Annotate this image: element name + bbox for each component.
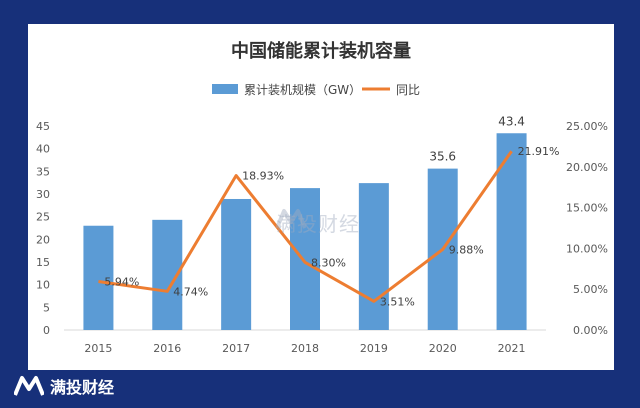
watermark-logo-icon xyxy=(276,209,306,229)
x-tick-label: 2020 xyxy=(429,342,457,355)
left-tick-label: 30 xyxy=(36,188,50,201)
legend-bar-label: 累计装机规模（GW） xyxy=(244,82,361,97)
x-axis-ticks: 2015 2016 2017 2018 2019 2020 2021 xyxy=(84,342,525,355)
left-tick-label: 40 xyxy=(36,143,50,156)
line-data-label: 21.91% xyxy=(518,145,560,158)
right-tick-label: 15.00% xyxy=(566,202,608,215)
x-tick-label: 2018 xyxy=(291,342,319,355)
bar-data-label: 43.4 xyxy=(498,114,525,128)
left-tick-label: 20 xyxy=(36,233,50,246)
bar xyxy=(290,188,320,330)
line-data-label: 4.74% xyxy=(173,285,208,298)
brand: 满投财经 xyxy=(14,374,114,398)
chart: 中国储能累计装机容量 累计装机规模（GW） 同比 0 5 10 15 20 25 30 35 4… xyxy=(36,40,608,355)
bar-data-label: 35.6 xyxy=(429,150,456,164)
bar xyxy=(83,225,114,330)
x-tick-label: 2016 xyxy=(153,342,181,355)
legend: 累计装机规模（GW） 同比 xyxy=(212,82,420,97)
chart-title: 中国储能累计装机容量 xyxy=(231,40,411,62)
left-tick-label: 45 xyxy=(36,120,50,133)
left-tick-label: 10 xyxy=(36,279,50,292)
right-tick-label: 10.00% xyxy=(566,242,608,255)
line-data-label: 5.94% xyxy=(104,276,139,289)
watermark-text: 满投财经 xyxy=(276,212,360,236)
legend-line-label: 同比 xyxy=(396,83,420,97)
bar-data-labels: 35.6 43.4 xyxy=(429,114,525,163)
x-tick-label: 2021 xyxy=(498,342,526,355)
left-tick-label: 5 xyxy=(43,301,50,314)
right-tick-label: 5.00% xyxy=(573,283,608,296)
left-tick-label: 25 xyxy=(36,211,50,224)
left-tick-label: 15 xyxy=(36,256,50,269)
legend-bar-swatch xyxy=(212,84,238,94)
right-tick-label: 20.00% xyxy=(566,161,608,174)
right-tick-label: 0.00% xyxy=(573,324,608,337)
bar xyxy=(221,198,252,330)
line-data-label: 8.30% xyxy=(311,256,346,269)
line-data-label: 3.51% xyxy=(380,295,415,308)
yoy-line xyxy=(98,150,513,303)
bar-series xyxy=(83,133,527,330)
x-tick-label: 2017 xyxy=(222,342,250,355)
bar xyxy=(496,133,527,330)
brand-logo-icon xyxy=(14,376,44,396)
right-tick-label: 25.00% xyxy=(566,120,608,133)
line-data-label: 9.88% xyxy=(449,243,484,256)
right-axis-ticks: 0.00% 5.00% 10.00% 15.00% 20.00% 25.00% xyxy=(566,120,608,337)
left-axis-ticks: 0 5 10 15 20 25 30 35 40 45 xyxy=(36,120,50,337)
bar xyxy=(358,183,389,330)
brand-text: 满投财经 xyxy=(50,378,115,397)
watermark: 满投财经 xyxy=(276,208,360,237)
line-data-label: 18.93% xyxy=(242,170,284,183)
x-tick-label: 2015 xyxy=(84,342,112,355)
line-data-labels: 5.94% 4.74% 18.93% 8.30% 3.51% 9.88% 21.91% xyxy=(104,145,559,308)
chart-card: 中国储能累计装机容量 累计装机规模（GW） 同比 0 5 10 15 20 25 30 35 4… xyxy=(28,24,614,370)
left-tick-label: 0 xyxy=(43,324,50,337)
x-tick-label: 2019 xyxy=(360,342,388,355)
left-tick-label: 35 xyxy=(36,165,50,178)
